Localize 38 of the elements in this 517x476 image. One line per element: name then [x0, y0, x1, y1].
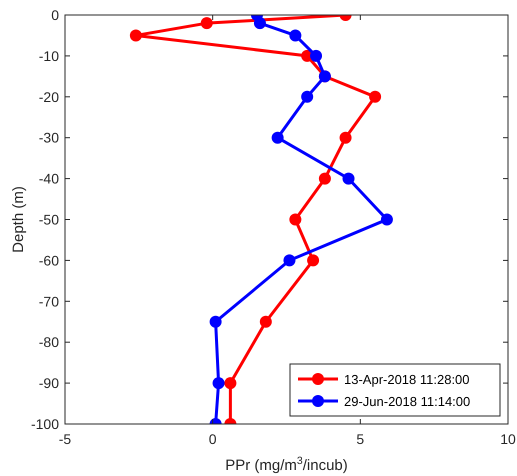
y-tick-label: 0: [51, 7, 60, 23]
x-axis-title: PPr (mg/m$^{3}$/incub): [225, 455, 348, 474]
point: [283, 254, 296, 266]
y-tick-label: -90: [38, 375, 60, 392]
point: [342, 172, 355, 185]
y-tick-label: -30: [38, 130, 60, 146]
point: [318, 172, 331, 185]
y-tick-label: -40: [38, 170, 60, 187]
point: [369, 90, 382, 103]
point: [254, 17, 266, 30]
x-tick-label: -5: [58, 431, 72, 447]
legend-label: 13-Apr-2018 11:28:00: [344, 372, 470, 387]
point: [310, 50, 322, 62]
point: [380, 214, 393, 226]
point: [200, 17, 213, 30]
point: [210, 316, 222, 328]
y-tick-label: -50: [38, 212, 60, 228]
point: [289, 214, 302, 226]
point: [130, 29, 142, 42]
point: [289, 29, 302, 42]
point: [260, 316, 272, 328]
y-tick-label: -10: [38, 48, 60, 64]
point: [272, 132, 284, 144]
y-tick-label: -20: [38, 88, 60, 105]
y-tick-label: -100: [30, 416, 60, 432]
legend-label: 29-Jun-2018 11:14:00: [344, 394, 470, 409]
point: [224, 377, 236, 390]
x-tick-label: 5: [356, 431, 364, 447]
x-tick-label: 0: [208, 431, 217, 447]
y-axis-title: Depth (m): [10, 186, 27, 253]
y-tick-label: -60: [38, 252, 60, 268]
point: [212, 377, 225, 390]
y-tick-label: -70: [38, 293, 60, 310]
point: [307, 254, 320, 266]
point: [301, 90, 314, 103]
x-tick-label: 10: [500, 431, 516, 447]
y-tick-label: -80: [38, 334, 60, 350]
point: [340, 132, 352, 144]
